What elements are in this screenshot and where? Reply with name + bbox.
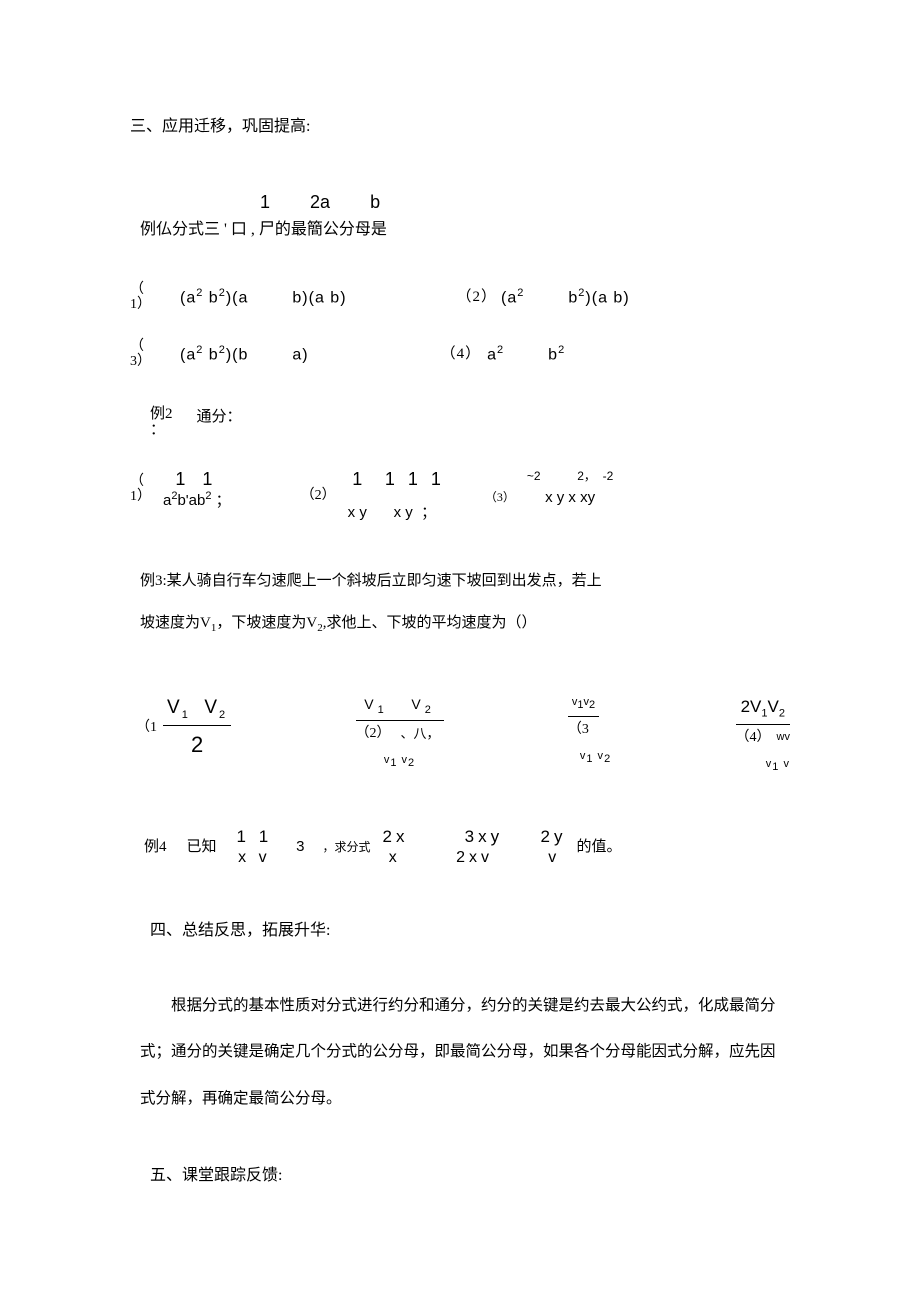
ex2-item-1-frac: 1 1 a2b'ab2 ； (163, 469, 231, 511)
choice-row-1: （ 1） (a2 b2)(ab)(a b) （2） (a2b2)(a b) (130, 282, 790, 313)
choice-2-expr: (a2b2)(a b) (501, 285, 630, 310)
ex2-item-1-num: （ 1） (130, 474, 151, 505)
example-1-text: 例仏分式三 ' 口 , 尸的最簡公分母是 (130, 218, 790, 242)
example-2-title: 通分： (197, 406, 242, 429)
ex2-item-3: （3） ~2 2， -2 x y x xy (485, 469, 613, 507)
section-3-title: 三、应用迁移，巩固提高: (130, 115, 790, 139)
example-4-eq: 3 (296, 836, 304, 859)
example-2-label: 例2 ： 通分： (150, 406, 790, 439)
choice-2-num: （2） (457, 286, 498, 309)
example-4: 例4 已知 1 1 x v 3 ，求分式 2x 3xy 2y x 2xv v 的… (130, 826, 790, 869)
option-1-frac: V1 V2 2 (163, 694, 231, 761)
num-1: 1 (260, 189, 270, 216)
example-3-options: （1 V1 V2 2 V1 V2 （2） 、八， v1 v2 v1v2 (130, 694, 790, 776)
example-3-line-2: 坡速度为V1，下坡速度为V2,求他上、下坡的平均速度为（） (140, 602, 790, 644)
choice-1-num: （ 1） (130, 282, 180, 313)
choice-3-num: （ 3） (130, 339, 180, 370)
example-1-nums: 1 2a b (260, 189, 380, 216)
option-4-frac: 2V1V2 （4） wv (736, 694, 790, 748)
example-4-label: 例4 (144, 836, 167, 859)
option-3: v1v2 （3 v1 v2 (568, 694, 611, 767)
ex2-item-2-frac-a: 1 x y (348, 469, 367, 523)
option-1: （1 V1 V2 2 (136, 694, 231, 761)
section-4-paragraph: 根据分式的基本性质对分式进行约分和通分，约分的关键是约去最大公约式，化成最简分式… (130, 983, 790, 1123)
example-4-known: 已知 (187, 836, 217, 859)
example-2-items: （ 1） 1 1 a2b'ab2 ； （2） 1 x y 1 1 1 x y ； (130, 469, 790, 523)
section-5-title: 五、课堂跟踪反馈: (130, 1164, 790, 1188)
example-1-choices: （ 1） (a2 b2)(ab)(a b) （2） (a2b2)(a b) （ … (130, 282, 790, 370)
section-4-title: 四、总结反思，拓展升华: (130, 919, 790, 943)
example-1-numerators: 例仏分式三 1 2a b (130, 189, 790, 218)
ex2-item-2-frac-b: 1 1 1 x y ； (385, 469, 445, 523)
choice-3-expr: (a2 b2)(ba) (180, 342, 309, 367)
example-3-line-1: 例3:某人骑自行车匀速爬上一个斜坡后立即匀速下坡回到出发点，若上 (140, 560, 790, 602)
ex2-item-3-num: （3） (485, 491, 515, 504)
ex2-item-3-frac: ~2 2， -2 x y x xy (527, 469, 613, 507)
example-4-frac-2: 2x 3xy 2y x 2xv v (383, 826, 567, 869)
document-page: 三、应用迁移，巩固提高: 例仏分式三 1 2a b 例仏分式三 ' 口 , 尸的… (0, 0, 920, 1248)
example-4-tail: 的值。 (577, 836, 622, 859)
example-3: 例3:某人骑自行车匀速爬上一个斜坡后立即匀速下坡回到出发点，若上 坡速度为V1，… (130, 560, 790, 644)
example-4-qfs: ，求分式 (323, 838, 371, 856)
option-3-frac: v1v2 （3 (568, 694, 599, 740)
ex2-item-2-fracs: 1 x y 1 1 1 x y ； (348, 469, 445, 523)
option-4: 2V1V2 （4） wv v1 v (736, 694, 790, 776)
ex2-item-1: （ 1） 1 1 a2b'ab2 ； (130, 469, 231, 511)
num-2a: 2a (310, 189, 330, 216)
choice-4-num: （4） (441, 343, 482, 366)
example-1: 例仏分式三 1 2a b 例仏分式三 ' 口 , 尸的最簡公分母是 (130, 189, 790, 242)
choice-row-2: （ 3） (a2 b2)(ba) （4） a2b2 (130, 339, 790, 370)
num-b: b (370, 189, 380, 216)
choice-4-expr: a2b2 (487, 342, 565, 367)
option-2: V1 V2 （2） 、八， v1 v2 (356, 694, 444, 772)
example-2-num: 例2 ： (150, 406, 173, 439)
choice-1-expr: (a2 b2)(ab)(a b) (180, 285, 347, 310)
example-4-frac-1: 1 1 x v (237, 826, 273, 869)
option-2-frac: V1 V2 （2） 、八， (356, 694, 444, 744)
ex2-item-2: （2） 1 x y 1 1 1 x y ； (301, 469, 445, 523)
ex2-item-2-num: （2） (301, 488, 336, 503)
